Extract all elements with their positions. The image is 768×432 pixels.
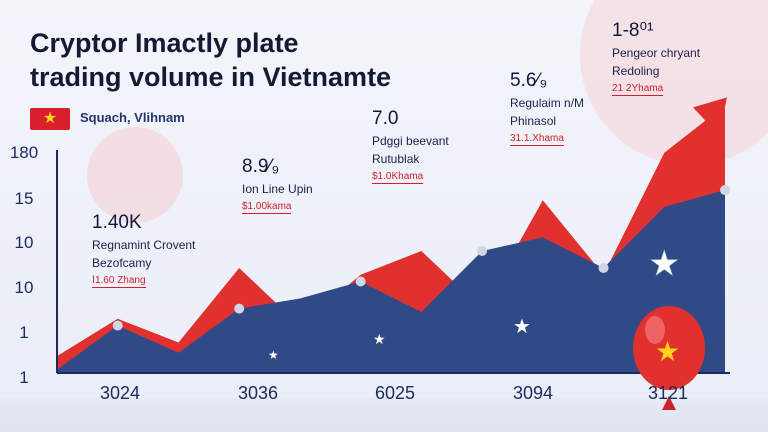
data-annotation: 5.6⁄₉ Regulaim n/M Phinasol 31.1.Xhama (510, 70, 650, 146)
title-line-1: Cryptor Imactly plate (30, 28, 299, 58)
annotation-label: Regnamint Crovent (92, 238, 196, 252)
data-point (355, 276, 366, 287)
star-icon: ★ (513, 316, 531, 338)
annotation-label: Phinasol (510, 114, 557, 128)
annotation-label: Redoling (612, 64, 660, 78)
svg-text:★: ★ (655, 336, 680, 367)
x-tick-label: 3121 (647, 383, 689, 403)
data-point (598, 262, 609, 273)
points-layer (112, 185, 730, 331)
x-tick-label: 3024 (99, 383, 141, 403)
data-annotation: 1-8⁰¹ Pengeor chryant Redoling 21 2Yhama (612, 20, 752, 96)
balloon-icon: ★ (633, 306, 705, 410)
annotation-value: 5.6⁄₉ (510, 70, 548, 91)
annotation-label: Pdggi beevant (372, 134, 449, 148)
y-tick-label: 10 (14, 233, 34, 252)
y-tick-label: 180 (9, 143, 39, 162)
y-tick-label: 1 (19, 368, 29, 387)
annotation-value: 1-8⁰¹ (612, 20, 654, 41)
annotation-label: Regulaim n/M (510, 96, 585, 110)
annotation-value: 1.40K (92, 212, 142, 233)
annotation-amount: 31.1.Xhama (510, 133, 564, 146)
data-annotation: 8.9⁄₉ Ion Line Upin $1.00kama (242, 156, 382, 214)
star-icon: ★ (373, 331, 386, 347)
series-area-1 (57, 190, 725, 373)
data-point (234, 303, 245, 314)
flag-star-icon: ★ (42, 110, 58, 127)
trend-arrowhead (693, 97, 727, 136)
data-point (112, 320, 123, 331)
annotation-value: 7.0 (372, 108, 399, 129)
annotation-label: Bezofcamy (92, 256, 152, 270)
annotation-value: 8.9⁄₉ (242, 156, 280, 177)
y-tick-label: 10 (14, 278, 34, 297)
y-tick-label: 1 (19, 323, 29, 342)
star-icon: ★ (649, 245, 679, 283)
data-point (720, 185, 730, 196)
annotation-amount: $1.00kama (242, 201, 292, 214)
title-line-2: trading volume in Vietnamte (30, 62, 392, 92)
vietnam-flag-icon: ★ (30, 108, 70, 130)
series-layer (57, 97, 727, 374)
annotation-label: Ion Line Upin (242, 182, 313, 196)
location-label: Squach, Vlihnam (80, 110, 185, 125)
chart-title: Cryptor Imactly plate trading volume in … (30, 26, 450, 94)
annotation-label: Pengeor chryant (612, 46, 701, 60)
data-point (477, 246, 488, 257)
annotation-amount: 21 2Yhama (612, 83, 664, 96)
data-annotation: 7.0 Pdggi beevant Rutublak $1.0Khama (372, 108, 512, 184)
data-annotation: 1.40K Regnamint Crovent Bezofcamy Ⅰ1.60 Zha… (92, 212, 232, 288)
annotation-amount: Ⅰ1.60 Zhang (92, 275, 146, 288)
annotation-amount: $1.0Khama (372, 171, 424, 184)
star-icon: ★ (268, 348, 279, 362)
x-tick-label: 6025 (374, 383, 416, 403)
floor-band (0, 398, 768, 432)
annotation-label: Rutublak (372, 152, 420, 166)
y-tick-label: 15 (14, 189, 34, 208)
x-tick-label: 3036 (237, 383, 279, 403)
x-tick-label: 3094 (512, 383, 554, 403)
decor-circle-left (87, 127, 183, 223)
